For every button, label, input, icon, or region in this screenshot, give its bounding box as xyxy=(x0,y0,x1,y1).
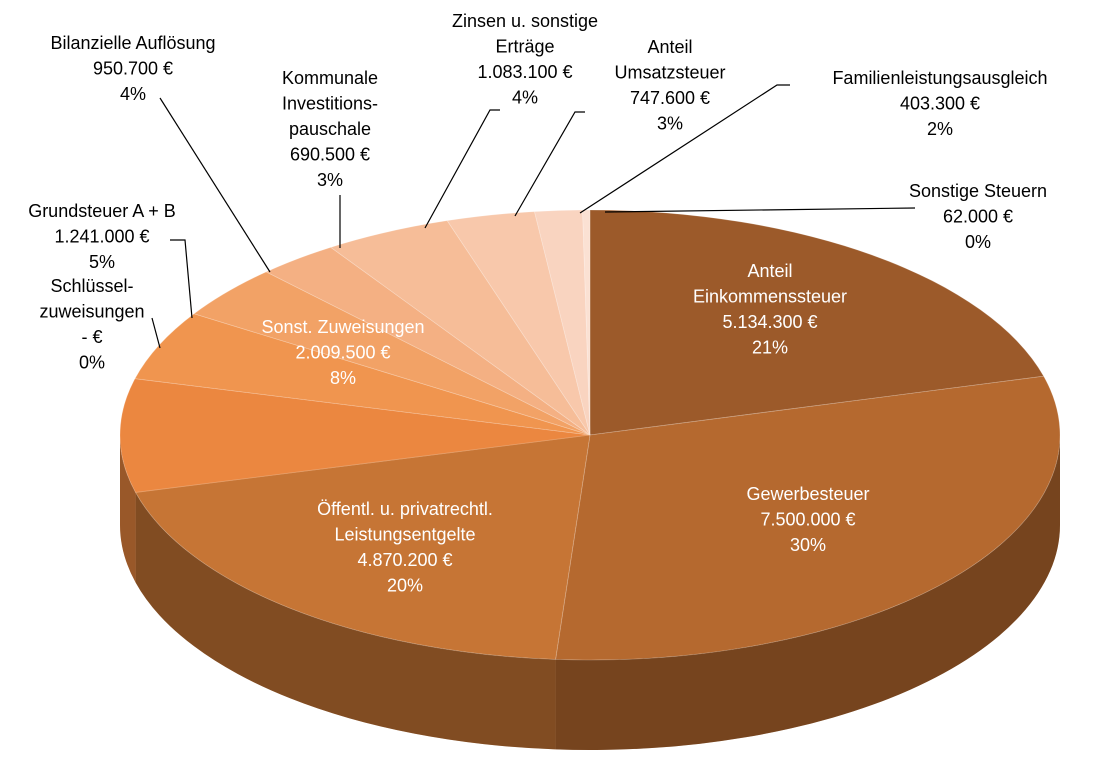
slice xyxy=(533,209,591,436)
leader-line xyxy=(514,111,585,217)
leader-line xyxy=(170,239,193,319)
slice xyxy=(265,246,591,436)
value-label: 62.000 € xyxy=(943,206,1013,226)
percent-label: 8% xyxy=(330,368,356,388)
slice-label: Bilanzielle Auflösung xyxy=(50,33,215,53)
slice-label: Zinsen u. sonstige Erträge xyxy=(452,11,598,57)
value-label: 5.134.300 € xyxy=(722,312,817,332)
percent-label: 20% xyxy=(387,575,423,595)
slice-label: Anteil Umsatzsteuer xyxy=(614,37,725,83)
slice-label: Sonst. Zuweisungen xyxy=(261,317,424,337)
slice xyxy=(446,211,591,436)
percent-label: 3% xyxy=(317,170,343,190)
percent-label: 4% xyxy=(512,87,538,107)
slice-label: Kommunale Investitions-pauschale xyxy=(282,68,378,139)
slice-side xyxy=(120,435,136,583)
slice-side-shade xyxy=(555,435,1060,750)
value-label: 4.870.200 € xyxy=(357,550,452,570)
slice-label: Grundsteuer A + B xyxy=(28,201,176,221)
slice-label: Gewerbesteuer xyxy=(746,484,869,504)
slice xyxy=(329,220,591,436)
slice-label: Öffentl. u. privatrechtl. Leistungsentgel… xyxy=(317,499,493,545)
percent-label: 21% xyxy=(752,337,788,357)
slice xyxy=(555,375,1061,661)
slice-label: Sonstige Steuern xyxy=(909,181,1047,201)
leader-line xyxy=(159,97,271,273)
slice xyxy=(119,378,591,493)
value-label: 1.083.100 € xyxy=(477,62,572,82)
leader-line xyxy=(579,84,790,214)
leader-line xyxy=(151,317,161,349)
slice-label: Schlüssel-zuweisungen xyxy=(39,276,144,322)
value-label: 690.500 € xyxy=(290,144,370,164)
percent-label: 5% xyxy=(89,252,115,272)
leader-line xyxy=(604,207,916,213)
value-label: 7.500.000 € xyxy=(760,509,855,529)
value-label: 747.600 € xyxy=(630,88,710,108)
slice xyxy=(134,434,591,660)
percent-label: 0% xyxy=(79,352,105,372)
slice xyxy=(582,209,591,436)
percent-label: 4% xyxy=(120,84,146,104)
percent-label: 2% xyxy=(927,119,953,139)
value-label: 403.300 € xyxy=(900,93,980,113)
percent-label: 30% xyxy=(790,535,826,555)
slice-side-shade xyxy=(120,435,136,583)
slice-label: Anteil Einkommenssteuer xyxy=(693,261,847,307)
value-label: 950.700 € xyxy=(93,58,173,78)
slice-side xyxy=(135,492,556,750)
slice-label: Familienleistungsausgleich xyxy=(832,68,1047,88)
leader-line xyxy=(424,109,500,229)
value-label: 1.241.000 € xyxy=(54,226,149,246)
value-label: - € xyxy=(81,327,102,347)
slice xyxy=(193,271,591,436)
percent-label: 3% xyxy=(657,113,683,133)
slice-side xyxy=(555,435,1060,750)
slice xyxy=(589,209,1045,436)
slice-side-shade xyxy=(135,492,556,750)
value-label: 2.009.500 € xyxy=(295,342,390,362)
percent-label: 0% xyxy=(965,232,991,252)
